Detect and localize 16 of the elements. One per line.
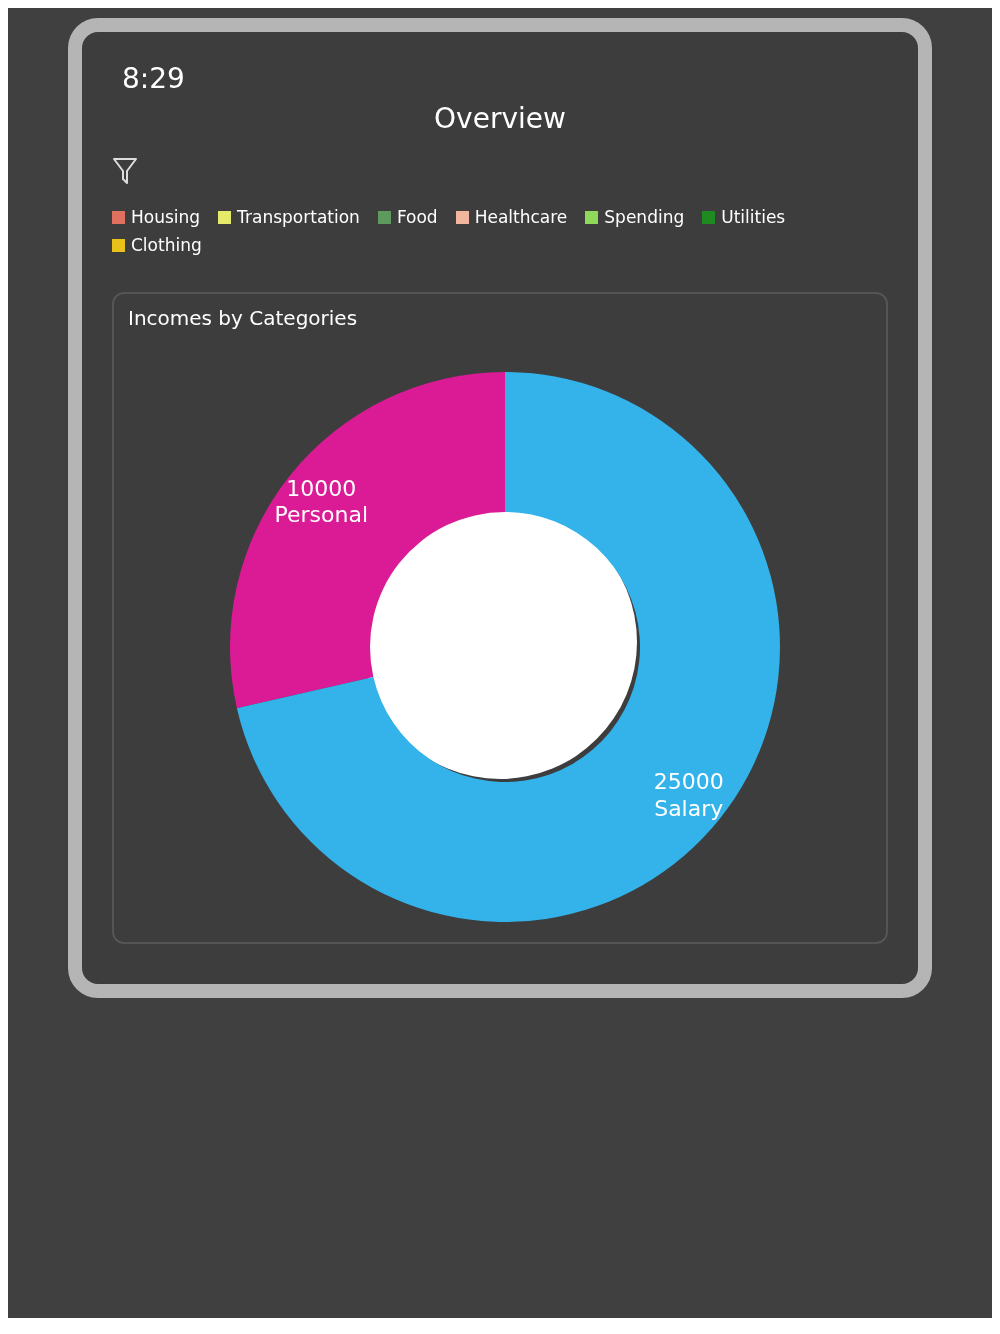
text: Overview	[433, 102, 567, 135]
data-label: 25000	[653, 769, 724, 795]
category-label: Utilities	[721, 207, 786, 227]
donut-slice	[230, 372, 505, 709]
slice-label: Personal	[274, 502, 369, 528]
category-label: Transportation	[237, 207, 360, 227]
category-label: Clothing	[131, 235, 202, 255]
category-label: Food	[396, 207, 438, 227]
text: 8:29	[122, 62, 185, 95]
category-label: Spending	[604, 207, 685, 227]
category-label: Housing	[131, 207, 201, 227]
slice-label: Salary	[654, 795, 724, 821]
data-label: 10000	[286, 476, 357, 502]
chart-title: Incomes by Categories	[127, 305, 359, 332]
category-label: Healthcare	[474, 207, 568, 227]
donut-slice	[236, 372, 780, 922]
